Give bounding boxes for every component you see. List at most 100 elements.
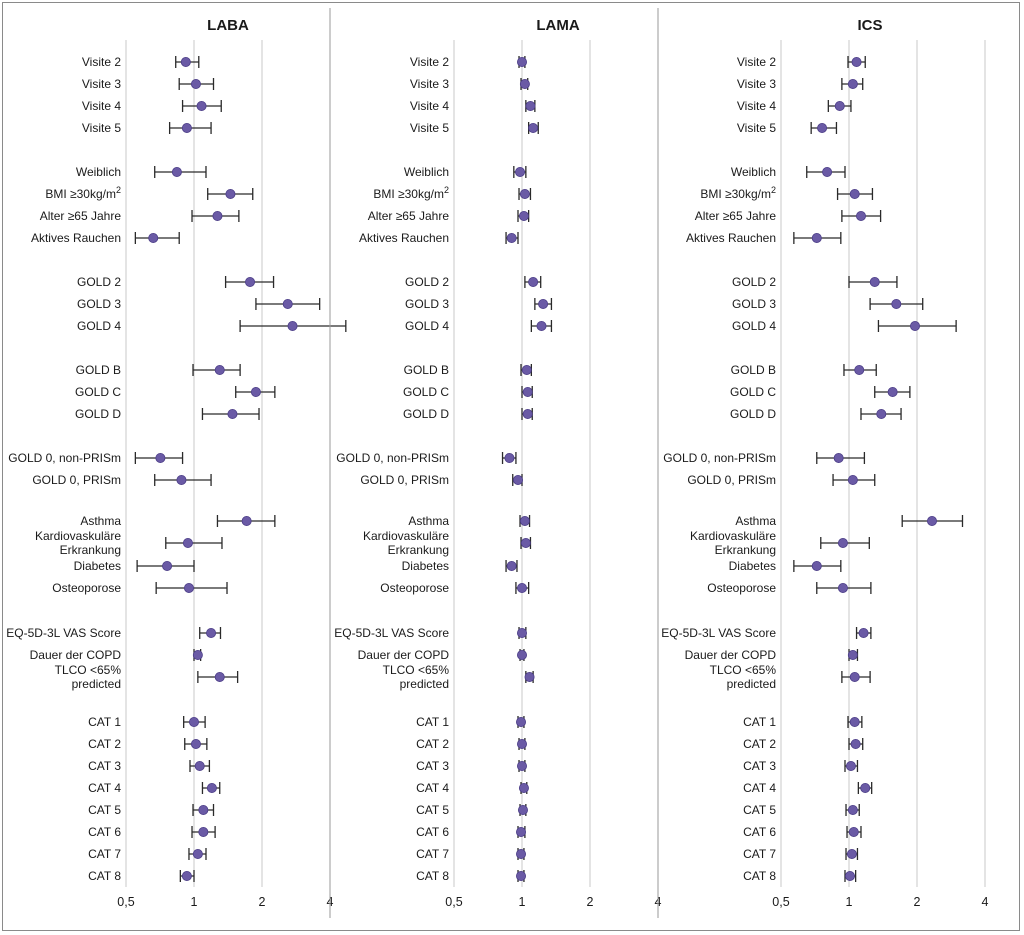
- lama-osteoporose-label: Osteoporose: [380, 581, 449, 595]
- laba-eq-5d-3l-vas-score-label: EQ-5D-3L VAS Score: [6, 626, 121, 640]
- lama-visite-4-point: [525, 101, 536, 112]
- ics-cat-8-label: CAT 8: [743, 869, 776, 883]
- lama-gold-0-prism-point: [512, 474, 523, 485]
- laba-gold-4-label: GOLD 4: [77, 319, 121, 333]
- lama-cat-2-point: [517, 739, 528, 750]
- laba-osteoporose-point: [183, 583, 194, 594]
- laba-visite-2-label: Visite 2: [82, 55, 121, 69]
- ics-cat-1-point: [849, 717, 860, 728]
- laba-gold-3-label: GOLD 3: [77, 297, 121, 311]
- laba-gold-b-point: [214, 364, 225, 375]
- ics-visite-2-label: Visite 2: [737, 55, 776, 69]
- ics-visite-3-point: [847, 79, 858, 90]
- ics-gold-4-label: GOLD 4: [732, 319, 776, 333]
- laba-panel-title: LABA: [207, 17, 249, 34]
- ics-cat-4-label: CAT 4: [743, 781, 776, 795]
- laba-visite-4-point: [196, 101, 207, 112]
- laba-x-tick-label: 1: [191, 895, 198, 909]
- ics-gold-2-point: [869, 276, 880, 287]
- laba-alter-65-jahre-label: Alter ≥65 Jahre: [40, 209, 122, 223]
- laba-gold-0-prism-point: [176, 474, 187, 485]
- ics-gold-0-non-prism-point: [833, 452, 844, 463]
- ics-osteoporose-label: Osteoporose: [707, 581, 776, 595]
- lama-tlco-65-predicted-label: TLCO <65% predicted: [383, 663, 450, 691]
- laba-cat-2-point: [190, 739, 201, 750]
- lama-cat-7-point: [516, 849, 527, 860]
- laba-cat-6-point: [198, 827, 209, 838]
- lama-dauer-der-copd-point: [517, 650, 528, 661]
- lama-gold-b-point: [521, 364, 532, 375]
- lama-gold-3-label: GOLD 3: [405, 297, 449, 311]
- ics-cat-4-point: [860, 783, 871, 794]
- laba-asthma-point: [241, 516, 252, 527]
- lama-weiblich-point: [515, 166, 526, 177]
- lama-bmi-30kg-m-label: BMI ≥30kg/m2: [373, 185, 449, 201]
- lama-x-tick-label: 1: [519, 895, 526, 909]
- ics-alter-65-jahre-label: Alter ≥65 Jahre: [695, 209, 777, 223]
- lama-alter-65-jahre-point: [518, 210, 529, 221]
- lama-asthma-point: [519, 516, 530, 527]
- ics-asthma-label: Asthma: [735, 514, 776, 528]
- ics-gold-c-point: [887, 386, 898, 397]
- ics-eq-5d-3l-vas-score-point: [858, 628, 869, 639]
- ics-bmi-30kg-m-label: BMI ≥30kg/m2: [700, 185, 776, 201]
- lama-x-tick-label: 0,5: [445, 895, 462, 909]
- ics-x-tick-label: 1: [846, 895, 853, 909]
- lama-cat-8-label: CAT 8: [416, 869, 449, 883]
- lama-cat-5-point: [517, 805, 528, 816]
- lama-visite-4-label: Visite 4: [410, 99, 449, 113]
- ics-kardiovaskul-re-erkrankung-label: Kardiovaskuläre Erkrankung: [690, 529, 776, 557]
- lama-gold-0-prism-label: GOLD 0, PRISm: [360, 473, 449, 487]
- ics-gold-3-point: [891, 298, 902, 309]
- ics-asthma-point: [926, 516, 937, 527]
- lama-gold-4-label: GOLD 4: [405, 319, 449, 333]
- laba-cat-7-point: [192, 849, 203, 860]
- laba-weiblich-point: [171, 166, 182, 177]
- ics-x-tick-label: 2: [914, 895, 921, 909]
- laba-gold-c-label: GOLD C: [75, 385, 121, 399]
- laba-cat-1-point: [188, 717, 199, 728]
- laba-cat-8-label: CAT 8: [88, 869, 121, 883]
- ics-cat-7-label: CAT 7: [743, 847, 776, 861]
- ics-visite-3-label: Visite 3: [737, 77, 776, 91]
- lama-gold-3-point: [538, 298, 549, 309]
- lama-alter-65-jahre-label: Alter ≥65 Jahre: [368, 209, 450, 223]
- lama-gold-c-label: GOLD C: [403, 385, 449, 399]
- lama-gold-0-non-prism-point: [504, 452, 515, 463]
- laba-cat-3-label: CAT 3: [88, 759, 121, 773]
- ics-cat-6-label: CAT 6: [743, 825, 776, 839]
- laba-gold-0-non-prism-point: [155, 452, 166, 463]
- ics-tlco-65-predicted-label: TLCO <65% predicted: [710, 663, 777, 691]
- ics-cat-6-point: [848, 827, 859, 838]
- laba-visite-2-point: [180, 57, 191, 68]
- ics-diabetes-point: [811, 561, 822, 572]
- laba-cat-7-label: CAT 7: [88, 847, 121, 861]
- laba-cat-4-label: CAT 4: [88, 781, 121, 795]
- ics-gold-c-label: GOLD C: [730, 385, 776, 399]
- ics-visite-5-point: [817, 123, 828, 134]
- lama-dauer-der-copd-label: Dauer der COPD: [358, 648, 450, 662]
- ics-weiblich-point: [822, 166, 833, 177]
- ics-cat-5-point: [847, 805, 858, 816]
- lama-diabetes-point: [506, 561, 517, 572]
- lama-weiblich-label: Weiblich: [404, 165, 449, 179]
- ics-gold-b-point: [854, 364, 865, 375]
- ics-gold-0-prism-label: GOLD 0, PRISm: [687, 473, 776, 487]
- ics-gold-d-point: [876, 408, 887, 419]
- laba-gold-0-non-prism-label: GOLD 0, non-PRISm: [8, 451, 121, 465]
- ics-tlco-65-predicted-point: [849, 672, 860, 683]
- laba-asthma-label: Asthma: [80, 514, 121, 528]
- lama-cat-8-point: [516, 871, 527, 882]
- ics-alter-65-jahre-point: [855, 210, 866, 221]
- laba-bmi-30kg-m-label: BMI ≥30kg/m2: [45, 185, 121, 201]
- laba-x-tick-label: 2: [259, 895, 266, 909]
- laba-dauer-der-copd-point: [192, 650, 203, 661]
- lama-aktives-rauchen-label: Aktives Rauchen: [359, 231, 449, 245]
- laba-cat-5-point: [198, 805, 209, 816]
- ics-dauer-der-copd-label: Dauer der COPD: [685, 648, 777, 662]
- laba-gold-d-label: GOLD D: [75, 407, 121, 421]
- laba-diabetes-point: [162, 561, 173, 572]
- laba-gold-d-point: [227, 408, 238, 419]
- ics-visite-4-point: [834, 101, 845, 112]
